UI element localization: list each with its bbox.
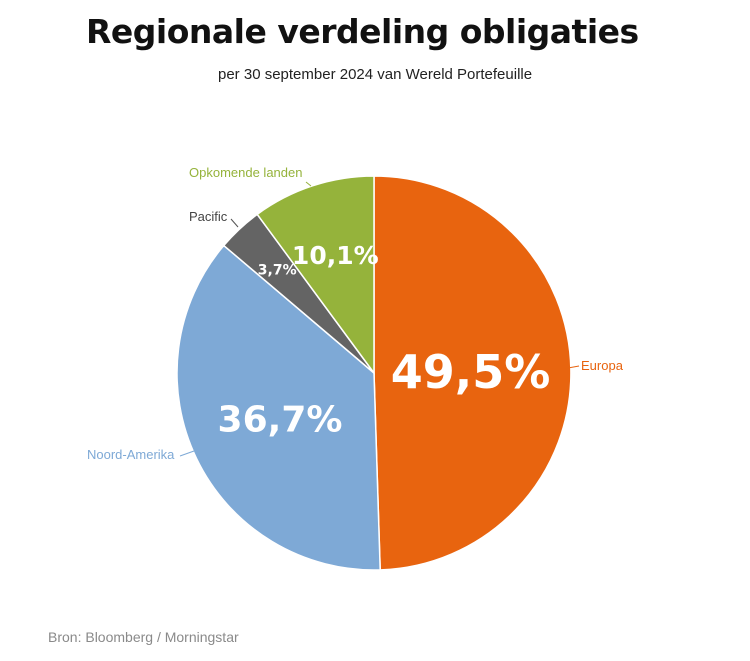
- value-label-europa: 49,5%: [391, 345, 551, 399]
- source-note: Bron: Bloomberg / Morningstar: [48, 629, 239, 645]
- value-label-pacific: 3,7%: [258, 262, 297, 278]
- leader-line-opkomende-landen: [305, 181, 312, 187]
- leader-line-noord-amerika: [179, 450, 195, 457]
- pie-slice-noord-amerika: [176, 244, 381, 571]
- category-label-pacific: Pacific: [189, 209, 228, 224]
- leader-line-pacific: [230, 218, 239, 228]
- category-label-noord-amerika: Noord-Amerika: [87, 447, 175, 462]
- pie-slice-opkomende-landen: [256, 175, 375, 376]
- category-label-opkomende-landen: Opkomende landen: [189, 165, 302, 180]
- pie-slice-europa: [373, 175, 572, 571]
- chart-title: Regionale verdeling obligaties: [86, 12, 639, 51]
- category-label-europa: Europa: [581, 358, 624, 373]
- chart-subtitle: per 30 september 2024 van Wereld Portefe…: [218, 66, 533, 83]
- value-label-opkomende-landen: 10,1%: [292, 241, 379, 270]
- value-label-noord-amerika: 36,7%: [218, 399, 343, 440]
- leader-line-europa: [567, 365, 580, 369]
